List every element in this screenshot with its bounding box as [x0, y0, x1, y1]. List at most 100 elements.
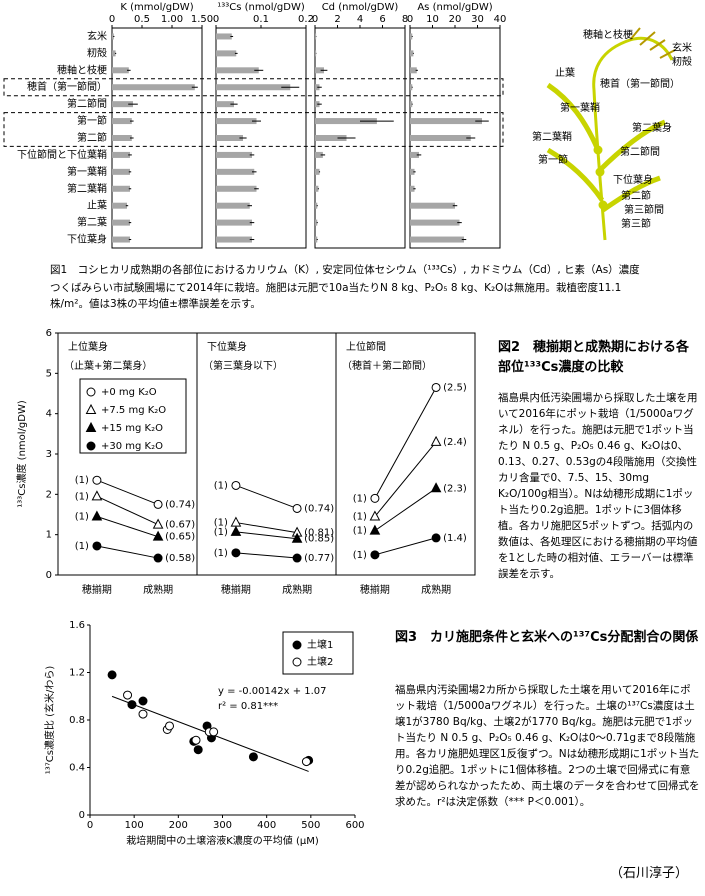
- series-line: [374, 537, 437, 556]
- diagram-label: 玄米: [672, 41, 692, 54]
- bar: [410, 33, 413, 40]
- category-label: 下位葉身: [67, 233, 107, 246]
- x-tick-label: 穂揃期: [221, 583, 251, 596]
- annotation: (1): [75, 491, 89, 502]
- marker: [292, 553, 302, 563]
- annotation: (0.81): [304, 528, 334, 539]
- bar: [315, 168, 320, 175]
- annotation: (1): [353, 526, 367, 537]
- bar: [315, 118, 377, 125]
- author: （石川淳子）: [610, 866, 689, 881]
- bar: [216, 67, 259, 74]
- diagram-label: 第三節: [621, 217, 651, 230]
- panel-title: Cd (nmol/gDW): [322, 2, 399, 13]
- legend-marker: [292, 640, 302, 650]
- bar: [112, 168, 130, 175]
- bar: [410, 168, 415, 175]
- marker: [152, 518, 164, 529]
- figure2-text: 福島県内低汚染圃場から採取した土壌を用いて2016年にポット栽培（1/5000a…: [498, 392, 698, 580]
- panel-title: As (nmol/gDW): [417, 2, 492, 13]
- panel-subtitle: （第三葉身以下）: [203, 359, 283, 372]
- diagram-label: 第二節: [621, 189, 651, 202]
- bar: [315, 135, 347, 141]
- x-tick-label: 500: [301, 820, 320, 831]
- bar: [216, 84, 291, 91]
- bar: [216, 101, 234, 108]
- bar: [216, 118, 257, 125]
- leaf: [546, 147, 605, 202]
- category-label: 穂軸と枝梗: [57, 63, 107, 76]
- marker: [209, 727, 219, 737]
- marker: [369, 510, 381, 521]
- marker: [430, 435, 442, 446]
- marker: [152, 530, 164, 541]
- annotation: (1): [214, 548, 228, 559]
- y-tick-label: 1: [46, 530, 52, 541]
- legend-marker: [86, 441, 96, 451]
- y-tick-label: 0.8: [69, 715, 85, 726]
- legend-label: 土壌1: [307, 638, 333, 651]
- bar: [112, 118, 132, 125]
- panel-title: ¹³³Cs (nmol/gDW): [217, 2, 305, 13]
- bar: [410, 50, 414, 57]
- series-line: [96, 495, 159, 526]
- bar: [112, 33, 114, 40]
- marker: [92, 475, 102, 485]
- leaf: [598, 119, 666, 172]
- x-tick-label: 30: [471, 14, 484, 25]
- y-tick-label: 1.2: [69, 668, 85, 679]
- y-tick-label: 2: [46, 489, 52, 500]
- y-tick-label: 5: [46, 368, 52, 379]
- diagram-label: 第二葉鞘: [532, 130, 572, 143]
- annotation: (1): [75, 512, 89, 523]
- annotation: (1): [75, 475, 89, 486]
- marker: [369, 524, 381, 535]
- legend-marker: [292, 657, 302, 667]
- panel-title: 下位葉身: [207, 340, 247, 353]
- x-tick-label: 6: [379, 14, 385, 25]
- marker: [191, 735, 201, 745]
- x-tick-label: 穂揃期: [82, 583, 112, 596]
- bar: [216, 185, 257, 192]
- panicle: [629, 27, 676, 59]
- highlight-box: [3, 78, 504, 97]
- panel-title: 上位節間: [346, 340, 386, 353]
- panel-subtitle: （穂首＋第二節間）: [342, 359, 432, 372]
- category-label: 第二節: [77, 131, 107, 144]
- x-tick-label: 10: [426, 14, 439, 25]
- bar: [315, 67, 324, 74]
- diagram-label: 止葉: [555, 66, 575, 79]
- panel-subtitle: （止葉+第二葉身）: [64, 359, 152, 372]
- legend-box: [79, 378, 187, 454]
- figure1-caption-title: 図1 コシヒカリ成熟期の各部位におけるカリウム（K）, 安定同位体セシウム（¹³…: [50, 264, 640, 276]
- y-tick-label: 3: [46, 449, 52, 460]
- marker: [430, 482, 442, 493]
- x-tick-label: 0: [407, 14, 413, 25]
- bar: [112, 84, 195, 91]
- annotation: (0.77): [304, 553, 334, 564]
- bar: [410, 101, 413, 108]
- annotation: (1): [214, 518, 228, 529]
- diagram-label: 下位葉身: [613, 173, 653, 186]
- panel-title: K (mmol/gDW): [120, 2, 193, 13]
- annotation: (0.74): [304, 503, 334, 514]
- bar: [112, 219, 130, 226]
- marker: [193, 745, 203, 755]
- diagram-label: 穂首（第一節間）: [600, 77, 680, 90]
- bar: [315, 202, 318, 209]
- category-label: 玄米: [87, 29, 107, 42]
- y-tick-label: 1.6: [69, 620, 85, 631]
- legend-marker: [85, 403, 97, 414]
- diagram-label: 第二葉身: [632, 121, 672, 134]
- legend-label: +30 mg K₂O: [101, 441, 163, 452]
- annotation: (1): [353, 512, 367, 523]
- marker: [370, 550, 380, 560]
- series-line: [235, 531, 298, 540]
- legend-label: 土壌2: [307, 655, 333, 668]
- bar: [112, 151, 130, 158]
- node: [593, 145, 603, 155]
- marker: [248, 752, 258, 762]
- node: [598, 200, 608, 210]
- bar: [315, 219, 318, 226]
- bar: [112, 236, 130, 243]
